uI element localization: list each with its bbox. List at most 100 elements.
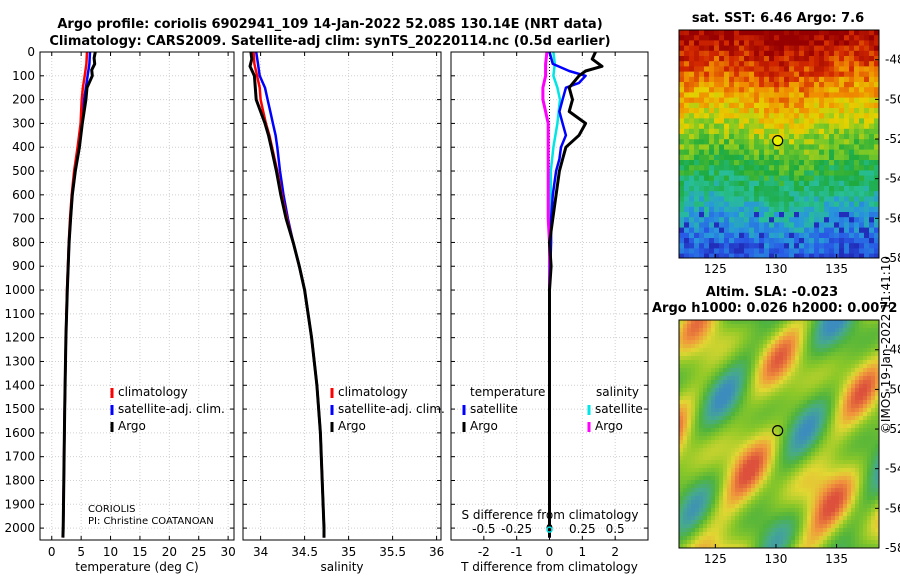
map-cell (679, 420, 684, 425)
map-cell (731, 528, 736, 533)
map-cell (854, 139, 860, 145)
map-cell (855, 536, 860, 541)
map-cell (763, 460, 768, 465)
map-cell (759, 217, 765, 223)
map-cell (843, 324, 848, 329)
map-cell (739, 212, 745, 218)
map-cell (795, 352, 800, 357)
map-cell (724, 76, 730, 83)
map-cell (823, 496, 828, 501)
map-cell (791, 472, 796, 477)
map-cell (734, 160, 740, 166)
map-cell (854, 243, 860, 249)
map-cell (849, 128, 855, 135)
map-cell (729, 97, 735, 104)
map-cell (759, 134, 765, 140)
map-cell (691, 320, 696, 325)
map-cell (711, 432, 716, 437)
map-cell (784, 201, 790, 208)
map-cell (843, 340, 848, 345)
map-cell (791, 400, 796, 405)
map-cell (774, 108, 780, 114)
map-cell (799, 376, 804, 381)
map-cell (709, 139, 715, 145)
map-cell (863, 352, 868, 357)
map-cell (739, 520, 744, 525)
map-cell (863, 388, 868, 393)
map-cell (875, 328, 879, 333)
map-cell (754, 206, 760, 213)
map-cell (849, 56, 855, 62)
map-cell (783, 528, 788, 533)
map-cell (691, 344, 696, 349)
map-cell (723, 396, 728, 401)
map-cell (709, 82, 715, 88)
map-cell (831, 464, 836, 469)
map-cell (704, 154, 710, 161)
map-cell (859, 66, 865, 73)
sal-argo-line (248, 51, 326, 538)
map-cell (767, 472, 772, 477)
map-cell (715, 368, 720, 373)
map-cell (791, 532, 796, 537)
map-cell (783, 508, 788, 513)
map-cell (871, 368, 876, 373)
map-cell (715, 384, 720, 389)
map-cell (764, 238, 770, 244)
map-cell (724, 160, 730, 166)
map-cell (763, 428, 768, 433)
map-cell (823, 388, 828, 393)
y-tick-label: 1900 (4, 497, 35, 511)
map-cell (763, 388, 768, 393)
map-cell (759, 196, 765, 203)
map-cell (724, 45, 730, 52)
map-cell (734, 154, 740, 161)
map-cell (771, 532, 776, 537)
map-cell (751, 360, 756, 365)
map-cell (807, 344, 812, 349)
map-cell (679, 412, 684, 417)
map-cell (819, 416, 824, 421)
map-cell (835, 480, 840, 485)
map-cell (687, 384, 692, 389)
map-cell (823, 420, 828, 425)
map-cell (819, 452, 824, 457)
map-cell (699, 532, 704, 537)
map-cell (815, 348, 820, 353)
map-cell (771, 456, 776, 461)
map-cell (735, 532, 740, 537)
map-cell (839, 468, 844, 473)
map-cell (751, 332, 756, 337)
map-cell (799, 201, 805, 208)
map-cell (751, 396, 756, 401)
map-cell (769, 50, 775, 57)
map-cell (755, 516, 760, 521)
map-cell (799, 388, 804, 393)
map-cell (724, 248, 730, 255)
map-cell (803, 328, 808, 333)
map-cell (864, 180, 870, 187)
map-cell (811, 376, 816, 381)
map-cell (784, 227, 790, 234)
map-cell (699, 336, 704, 341)
map-cell (719, 56, 725, 62)
map-y-tick-label: -48 (885, 53, 900, 67)
map-cell (875, 536, 879, 541)
map-cell (794, 128, 800, 135)
map-cell (683, 468, 688, 473)
map-cell (735, 500, 740, 505)
map-cell (843, 332, 848, 337)
map-cell (851, 384, 856, 389)
map-x-tick-label: 135 (825, 552, 848, 566)
map-cell (834, 175, 840, 182)
map-cell (735, 332, 740, 337)
map-cell (787, 324, 792, 329)
map-cell (767, 528, 772, 533)
map-cell (699, 66, 705, 73)
map-cell (867, 464, 872, 469)
map-cell (763, 492, 768, 497)
map-cell (699, 191, 705, 197)
map-cell (775, 424, 780, 429)
map-cell (771, 484, 776, 489)
map-cell (719, 540, 724, 545)
